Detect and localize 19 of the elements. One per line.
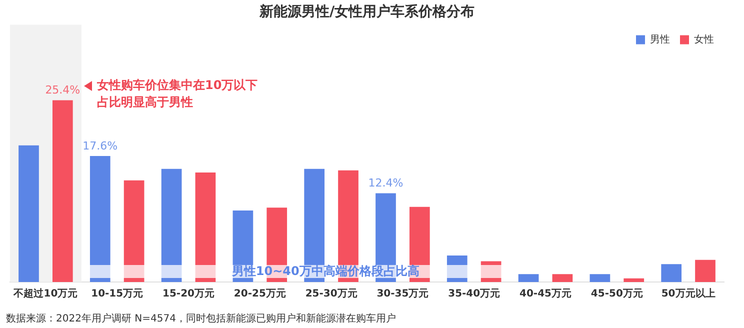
legend-label: 女性 [694, 33, 714, 46]
x-tick-label: 10-15万元 [91, 288, 144, 300]
x-tick-label: 25-30万元 [305, 288, 358, 300]
annotation: 女性购车价位集中在10万以下占比明显高于男性 [97, 77, 259, 111]
band-label: 男性10~40万中高端价格段占比高 [230, 264, 420, 278]
chart-title: 新能源男性/女性用户车系价格分布 [258, 3, 475, 20]
data-label: 25.4% [45, 84, 80, 97]
x-tick-label: 15-20万元 [162, 288, 214, 300]
data-label: 12.4% [368, 176, 404, 190]
source-note: 数据来源：2022年用户调研 N=4574，同时包括新能源已购用户和新能源潜在购车用户 [6, 312, 396, 325]
x-tick-label: 50万元以上 [661, 288, 716, 300]
x-tick-label: 40-45万元 [520, 288, 572, 300]
x-tick-label: 不超过10万元 [12, 288, 78, 300]
data-label: 17.6% [82, 139, 118, 152]
x-tick-label: 30-35万元 [376, 288, 429, 300]
x-tick-label: 20-25万元 [234, 288, 286, 300]
legend-label: 男性 [650, 33, 670, 46]
x-tick-label: 45-50万元 [590, 288, 643, 300]
x-tick-label: 35-40万元 [448, 288, 500, 300]
